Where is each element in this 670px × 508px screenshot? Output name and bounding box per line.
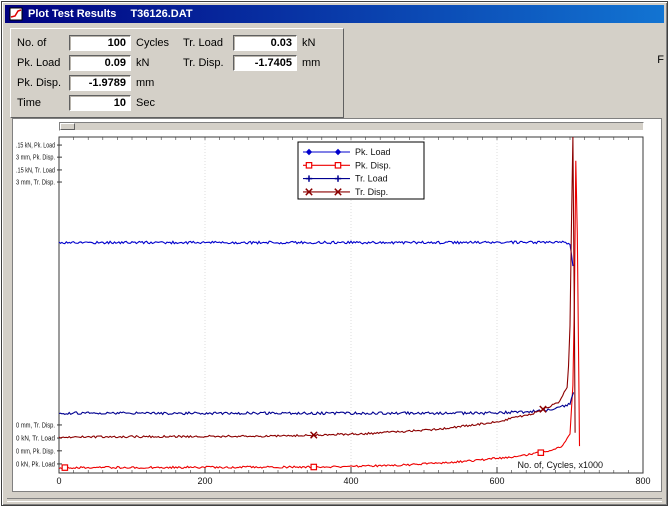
legend-label: Tr. Load bbox=[355, 174, 388, 184]
legend-label: Tr. Disp. bbox=[355, 187, 388, 197]
time-value[interactable]: 10 bbox=[69, 95, 131, 111]
test-info-panel: No. of 100 Cycles Pk. Load 0.09 kN Pk. D… bbox=[10, 28, 344, 118]
y-channel-label: 0 mm, Tr. Disp. bbox=[16, 420, 55, 429]
field-no-of: No. of 100 Cycles bbox=[17, 34, 169, 52]
chart-scrollbar[interactable] bbox=[59, 122, 644, 131]
title-bar[interactable]: Plot Test Results T36126.DAT bbox=[5, 5, 664, 23]
no-of-unit: Cycles bbox=[136, 37, 170, 49]
field-pk-load: Pk. Load 0.09 kN bbox=[17, 54, 149, 72]
x-tick-label: 600 bbox=[489, 476, 504, 486]
series-pk-disp- bbox=[58, 160, 581, 470]
app-icon bbox=[9, 7, 23, 21]
x-tick-label: 800 bbox=[635, 476, 650, 486]
y-channel-label: .15 kN, Tr. Load bbox=[16, 165, 55, 174]
pk-disp-value[interactable]: -1.9789 bbox=[69, 75, 131, 91]
x-axis-label: No. of, Cycles, x1000 bbox=[517, 460, 603, 470]
window-title-file: T36126.DAT bbox=[130, 8, 193, 20]
field-pk-disp: Pk. Disp. -1.9789 mm bbox=[17, 74, 154, 92]
series-tr-load bbox=[58, 392, 575, 416]
pk-load-value[interactable]: 0.09 bbox=[69, 55, 131, 71]
window-title-app: Plot Test Results bbox=[28, 8, 117, 20]
time-label: Time bbox=[17, 97, 42, 109]
tr-load-value[interactable]: 0.03 bbox=[233, 35, 297, 51]
scrollbar-thumb[interactable] bbox=[60, 123, 75, 130]
legend-label: Pk. Load bbox=[355, 147, 391, 157]
y-channel-label: 0 mm, Pk. Disp. bbox=[16, 446, 55, 455]
no-of-value[interactable]: 100 bbox=[69, 35, 131, 51]
legend-label: Pk. Disp. bbox=[355, 160, 391, 170]
tr-load-unit: kN bbox=[302, 37, 316, 49]
pk-disp-unit: mm bbox=[136, 77, 155, 89]
time-unit: Sec bbox=[136, 97, 155, 109]
pk-load-label: Pk. Load bbox=[17, 57, 61, 69]
tr-disp-unit: mm bbox=[302, 57, 321, 69]
x-tick-label: 200 bbox=[197, 476, 212, 486]
x-tick-label: 0 bbox=[56, 476, 61, 486]
y-channel-label: 3 mm, Tr. Disp. bbox=[16, 178, 55, 187]
field-tr-disp: Tr. Disp. -1.7405 mm bbox=[183, 54, 320, 72]
field-tr-load: Tr. Load 0.03 kN bbox=[183, 34, 315, 52]
tr-disp-value[interactable]: -1.7405 bbox=[233, 55, 297, 71]
series-pk-load bbox=[58, 240, 574, 267]
y-channel-label: 3 mm, Pk. Disp. bbox=[16, 153, 55, 162]
y-channel-label: 0 kN, Tr. Load bbox=[16, 434, 55, 443]
pk-disp-label: Pk. Disp. bbox=[17, 77, 62, 89]
chart-panel: 0 200 400 600 800 No. of, Cycles, x1000 .15 kN… bbox=[12, 118, 662, 492]
legend: Pk. Load Pk. Disp. Tr. Load Tr. Disp. bbox=[297, 141, 425, 200]
series-tr-disp- bbox=[58, 136, 576, 439]
tr-disp-label: Tr. Disp. bbox=[183, 57, 224, 69]
y-channel-label: 0 kN, Pk. Load bbox=[16, 459, 55, 468]
field-time: Time 10 Sec bbox=[17, 94, 155, 112]
clipped-edge-label: F bbox=[657, 54, 664, 66]
pk-load-unit: kN bbox=[136, 57, 150, 69]
no-of-label: No. of bbox=[17, 37, 47, 49]
x-tick-label: 400 bbox=[343, 476, 358, 486]
y-channel-label: .15 kN, Pk. Load bbox=[16, 141, 55, 150]
status-strip bbox=[7, 498, 662, 502]
plot-area[interactable]: 0 200 400 600 800 No. of, Cycles, x1000 .15 kN… bbox=[14, 133, 660, 491]
tr-load-label: Tr. Load bbox=[183, 37, 223, 49]
